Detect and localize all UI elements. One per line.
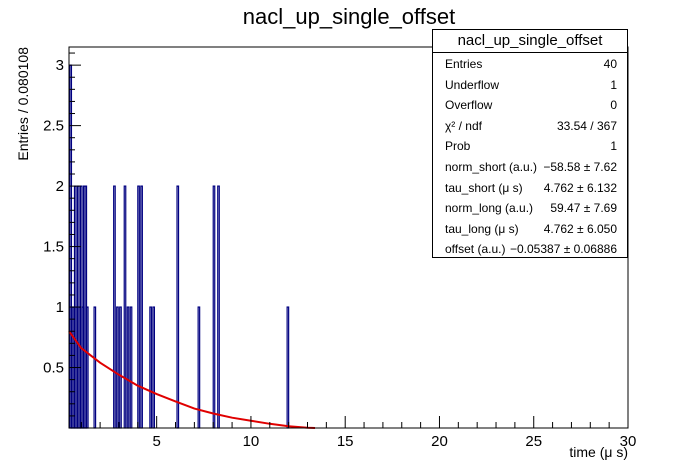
stats-label: norm_long (a.u.) [445, 201, 534, 216]
stats-label: Entries [445, 57, 483, 71]
histogram-bin [149, 306, 152, 429]
x-tick-label: 15 [337, 433, 354, 450]
stats-label: norm_short (a.u.) [445, 159, 538, 174]
stats-label: tau_short (μ s) [445, 180, 523, 195]
stats-row: χ² / ndf 33.54 / 367 [433, 115, 627, 136]
stats-value: 40 [603, 57, 617, 71]
x-tick-label: 30 [620, 433, 637, 450]
stats-value: 1 [610, 139, 617, 154]
stats-row: norm_long (a.u.) 59.47 ± 7.69 [433, 197, 627, 218]
histogram-bin [176, 185, 180, 429]
stats-rows: Entries 40 Underflow 1 Overflow 0 χ² / ndf 33.5… [433, 53, 627, 259]
y-tick-labels: 0.5 1 1.5 2 2.5 3 [43, 57, 64, 376]
y-tick-label: 2 [56, 178, 64, 195]
histogram-bin [140, 185, 143, 429]
x-tick-label: 5 [152, 433, 160, 450]
histogram-bin [286, 306, 290, 429]
stats-row: Entries 40 [433, 53, 627, 74]
stats-value: 4.762 ± 6.050 [543, 221, 617, 236]
stats-value: 1 [610, 77, 617, 92]
stats-row: norm_short (a.u.) −58.58 ± 7.62 [433, 156, 627, 177]
stats-row: offset (a.u.) −0.05387 ± 0.06886 [433, 238, 627, 259]
histogram-bin [123, 185, 127, 429]
x-axis-label: time (μ s) [569, 444, 628, 460]
histogram-bin [137, 185, 140, 429]
histogram-bin [119, 306, 122, 429]
stats-row: tau_short (μ s) 4.762 ± 6.132 [433, 177, 627, 198]
x-tick-label: 25 [525, 433, 542, 450]
histogram-bin [113, 185, 116, 429]
stats-value: 59.47 ± 7.69 [550, 201, 617, 216]
histogram-bin [217, 185, 220, 429]
y-tick-label: 1.5 [43, 239, 64, 256]
plot-frame [68, 46, 629, 429]
stats-row: Prob 1 [433, 135, 627, 156]
chart-title: nacl_up_single_offset [243, 4, 455, 29]
stats-value: 4.762 ± 6.132 [543, 180, 617, 195]
histogram-bin [93, 306, 97, 429]
y-tick-label: 2.5 [43, 118, 64, 135]
histogram-bin [212, 185, 216, 429]
histogram-bars [69, 64, 290, 429]
histogram-bin [116, 306, 119, 429]
fit-curve [68, 330, 316, 429]
x-tick-label: 10 [243, 433, 260, 450]
y-tick-label: 3 [56, 57, 64, 74]
stats-value: 0 [610, 98, 617, 113]
y-tick-label: 1 [56, 299, 64, 316]
stats-title: nacl_up_single_offset [433, 30, 627, 53]
stats-label: offset (a.u.) [445, 242, 506, 257]
stats-label: χ² / ndf [445, 118, 482, 133]
x-tick-label: 20 [431, 433, 448, 450]
stats-row: Underflow 1 [433, 74, 627, 95]
y-axis-label: Entries / 0.080108 [15, 47, 31, 161]
stats-label: Underflow [445, 77, 500, 92]
stats-row: tau_long (μ s) 4.762 ± 6.050 [433, 218, 627, 239]
stats-value: −0.05387 ± 0.06886 [509, 242, 617, 257]
stats-box: nacl_up_single_offset Entries 40 Underflow… [432, 29, 628, 258]
stats-label: tau_long (μ s) [445, 221, 519, 236]
histogram-bin [129, 306, 133, 429]
axis-ticks [69, 52, 629, 428]
stats-value: 33.54 / 367 [556, 118, 617, 133]
histogram-bin [152, 306, 156, 429]
stats-value: −58.58 ± 7.62 [543, 159, 617, 174]
stats-label: Prob [445, 139, 471, 154]
x-tick-labels: 5 10 15 20 25 30 [152, 433, 636, 450]
y-tick-label: 0.5 [43, 360, 64, 377]
stats-label: Overflow [445, 98, 493, 113]
stats-row: Overflow 0 [433, 94, 627, 115]
histogram-bin [85, 306, 89, 429]
histogram-bin [126, 306, 130, 429]
